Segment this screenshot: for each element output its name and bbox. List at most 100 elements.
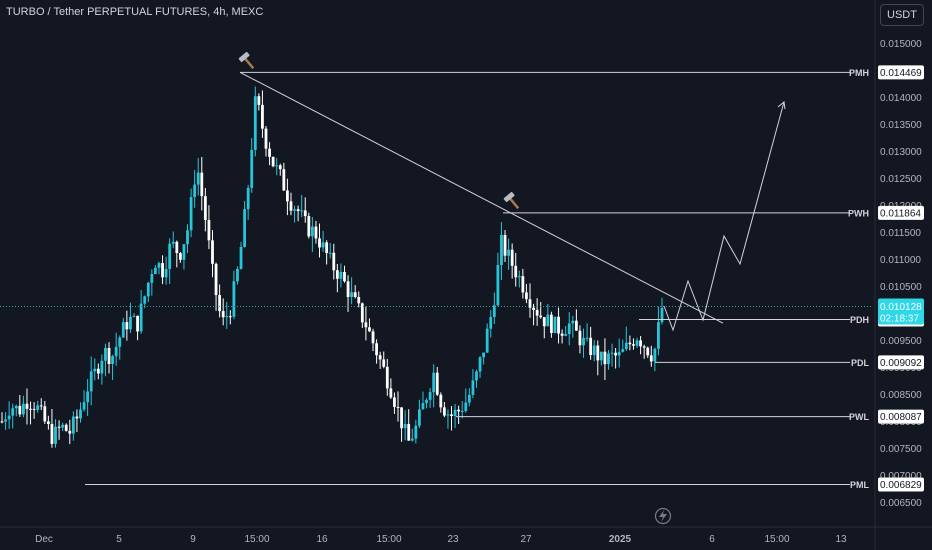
candle-body [54, 426, 57, 444]
candle-body [657, 322, 660, 349]
time-tick-label: 2025 [609, 534, 632, 545]
level-tag-value: 0.009092 [880, 358, 922, 369]
price-tick-label: 0.010500 [880, 282, 922, 293]
candle-body [453, 409, 457, 417]
candle-body [457, 409, 461, 412]
price-tick-label: 0.006500 [880, 498, 922, 509]
candle-body [196, 172, 200, 185]
candle-body [271, 156, 275, 167]
candle-body [525, 292, 528, 300]
candle-body [328, 252, 332, 254]
candle-body [393, 397, 396, 407]
candle-body [236, 269, 239, 282]
candle-body [610, 352, 614, 354]
level-label-pml: PML [850, 480, 870, 490]
candle-body [57, 426, 61, 428]
level-tag-pmh [878, 65, 924, 80]
candle-body [296, 209, 300, 212]
candle-body [257, 96, 261, 105]
candle-body [286, 190, 289, 202]
candle-body [203, 196, 207, 221]
candle-body [189, 197, 193, 231]
candle-body [432, 372, 436, 393]
hammer-head [503, 191, 515, 203]
candle-body [360, 303, 364, 323]
candle-body [514, 265, 518, 278]
level-label-pdh: PDH [850, 315, 869, 325]
events-icon-ring [654, 507, 672, 525]
candle-body [607, 353, 610, 365]
candle-body [439, 394, 443, 408]
candle-body [343, 271, 346, 282]
candle-body [239, 246, 243, 270]
candle-body [253, 96, 257, 150]
candle-body [464, 402, 468, 411]
candle-body [646, 347, 650, 356]
candle-body [385, 366, 389, 389]
candle-body [532, 307, 535, 310]
candle-body [50, 423, 54, 444]
time-tick-label: 27 [520, 534, 532, 545]
candle-body [624, 342, 628, 350]
candle-body [450, 414, 453, 417]
candle-body [546, 314, 550, 327]
candle-body [218, 295, 222, 312]
candle-body [132, 315, 136, 317]
candle-body [310, 226, 314, 237]
candle-body [414, 425, 418, 439]
candle-body [653, 348, 657, 362]
hammer-handle [243, 57, 255, 70]
candle-body [289, 201, 293, 211]
projection-arrow-head [777, 101, 786, 110]
time-tick-label: 15:00 [376, 534, 401, 545]
candle-body [300, 210, 304, 212]
candle-body [599, 351, 603, 361]
candle-body [7, 415, 11, 420]
candle-body [603, 351, 607, 365]
candle-body [475, 371, 478, 381]
candle-body [114, 346, 118, 357]
candle-body [293, 209, 296, 211]
candle-body [182, 244, 186, 260]
candle-body [168, 243, 172, 269]
markers-layer [238, 51, 672, 525]
candles-layer [0, 86, 664, 448]
candle-body [574, 320, 578, 331]
candle-body [282, 169, 286, 191]
events-icon-bolt [659, 510, 667, 522]
candle-body [589, 337, 593, 356]
level-tag-pwl [878, 409, 924, 424]
candle-body [614, 352, 618, 356]
candle-body [89, 371, 93, 392]
candle-body [246, 187, 250, 210]
candle-body [278, 165, 282, 170]
candle-body [335, 270, 339, 279]
candle-body [175, 241, 179, 254]
price-axis: 0.0150000.0145000.0140000.0135000.013000… [878, 39, 924, 509]
candle-body [507, 249, 510, 256]
candle-body [350, 292, 354, 297]
candle-body [368, 327, 371, 332]
candle-body [221, 311, 225, 318]
level-tag-value: 0.008087 [880, 412, 922, 423]
currency-button[interactable]: USDT [880, 4, 924, 26]
candle-body [492, 305, 496, 318]
candle-body [471, 380, 475, 395]
candle-body [178, 253, 182, 260]
price-tick-label: 0.012500 [880, 174, 922, 185]
level-tag-pwh [878, 205, 924, 220]
candle-body [303, 210, 307, 217]
candle-body [521, 276, 525, 293]
last-price-value: 0.010128 [880, 302, 922, 313]
candle-body [200, 172, 204, 197]
candle-body [542, 317, 546, 327]
candle-body [75, 416, 79, 419]
time-tick-label: 15:00 [244, 534, 269, 545]
candle-body [29, 408, 32, 410]
candle-body [346, 281, 350, 297]
candle-body [517, 276, 521, 278]
price-tick-label: 0.014000 [880, 93, 922, 104]
projection-path [663, 101, 785, 332]
candle-body [539, 315, 543, 318]
